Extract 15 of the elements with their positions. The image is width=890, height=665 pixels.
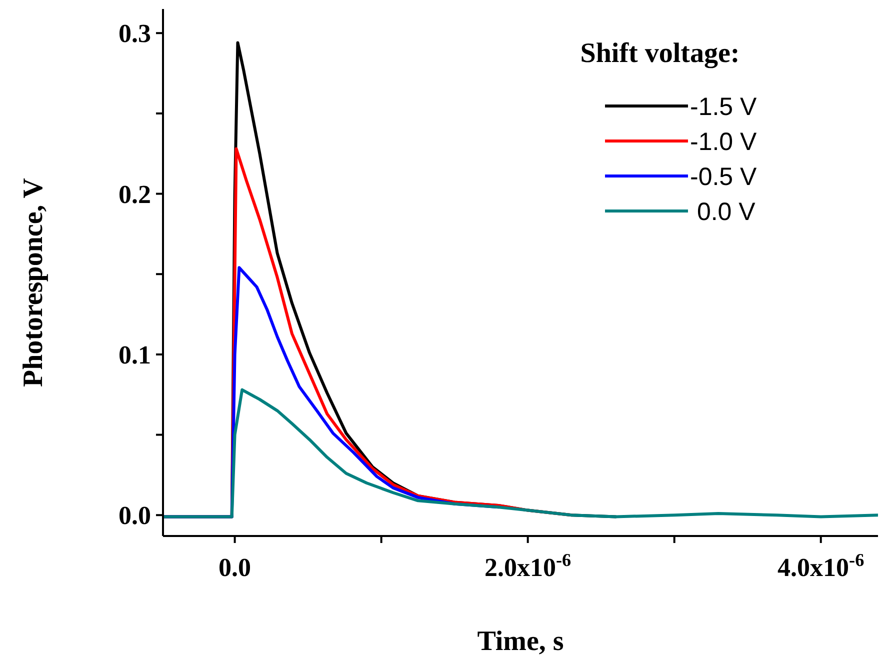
x-tick-label: 4.0x10$^{-6}$	[778, 550, 864, 582]
legend-label: -0.5 V	[690, 163, 758, 191]
y-tick-label: 0.1	[118, 340, 151, 370]
x-tick-label: 2.0x10$^{-6}$	[484, 550, 572, 582]
y-axis-title: Photoresponce, V	[18, 178, 49, 387]
legend-title: Shift voltage:	[580, 38, 740, 69]
legend-label: -1.5 V	[690, 93, 758, 121]
x-tick-label: 0.0	[218, 553, 252, 582]
legend-label: -1.0 V	[690, 128, 758, 156]
legend-label: 0.0 V	[690, 198, 756, 226]
x-axis-title: Time, s	[477, 626, 564, 657]
line-series	[163, 388, 878, 518]
y-tick-label: 0.0	[118, 501, 151, 530]
y-tick-label: 0.3	[118, 19, 151, 48]
y-tick-label: 0.2	[118, 180, 151, 209]
